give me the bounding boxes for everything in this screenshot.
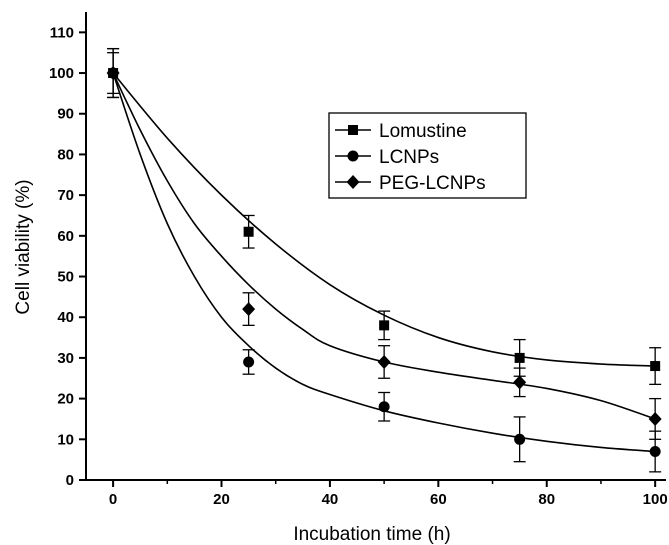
fit-curve-lcnps: [112, 72, 656, 453]
y-axis-label: Cell viability (%): [13, 179, 34, 314]
y-tick-label: 40: [57, 309, 74, 326]
point-lcnps: [514, 433, 526, 445]
point-lomustine: [243, 226, 254, 237]
point-peg-lcnps: [513, 375, 527, 390]
fit-curve-peg-lcnps: [112, 72, 656, 420]
error-bars: [107, 47, 662, 473]
y-tick-label: 10: [57, 431, 74, 448]
point-lcnps: [649, 446, 661, 458]
legend: Lomustine LCNPs PEG-LCNPs: [328, 112, 527, 199]
x-tick-label: 100: [643, 491, 668, 508]
point-peg-lcnps: [106, 66, 120, 81]
point-lcnps: [243, 356, 255, 368]
y-tick-label: 90: [57, 106, 74, 123]
legend-label-peg-lcnps: PEG-LCNPs: [379, 173, 486, 194]
y-tick-label: 0: [66, 472, 74, 489]
fit-curve-lomustine: [112, 72, 656, 367]
point-peg-lcnps: [648, 411, 662, 426]
legend-label-lomustine: Lomustine: [379, 121, 467, 142]
point-lomustine: [379, 320, 390, 331]
legend-marker-lomustine: [348, 125, 358, 135]
y-tick-label: 110: [50, 24, 74, 41]
data-markers: [106, 66, 662, 458]
y-tick-label: 50: [57, 269, 74, 286]
y-tick-label: 100: [49, 65, 74, 82]
y-tick-label: 30: [57, 350, 74, 367]
x-tick-label: 20: [213, 491, 230, 508]
legend-label-lcnps: LCNPs: [379, 147, 439, 168]
fit-curves: [112, 72, 656, 453]
point-peg-lcnps: [242, 302, 256, 317]
y-tick-label: 60: [57, 228, 74, 245]
tick-labels: 0 20 40 60 80 100 0 10 20 30 40 50 60 70 80 90 100 110: [49, 24, 668, 508]
legend-marker-lcnps: [347, 150, 359, 162]
point-lomustine: [650, 361, 661, 372]
x-tick-label: 0: [109, 491, 117, 508]
axes: [79, 12, 666, 487]
x-tick-label: 60: [430, 491, 447, 508]
y-tick-label: 20: [57, 391, 74, 408]
x-tick-label: 40: [322, 491, 339, 508]
y-tick-label: 80: [57, 146, 74, 163]
y-tick-label: 70: [57, 187, 74, 204]
x-axis-label: Incubation time (h): [293, 524, 450, 545]
point-lomustine: [514, 352, 525, 363]
point-peg-lcnps: [377, 354, 391, 369]
legend-marker-peg-lcnps: [346, 175, 360, 189]
x-tick-label: 80: [538, 491, 555, 508]
point-lcnps: [378, 401, 390, 413]
